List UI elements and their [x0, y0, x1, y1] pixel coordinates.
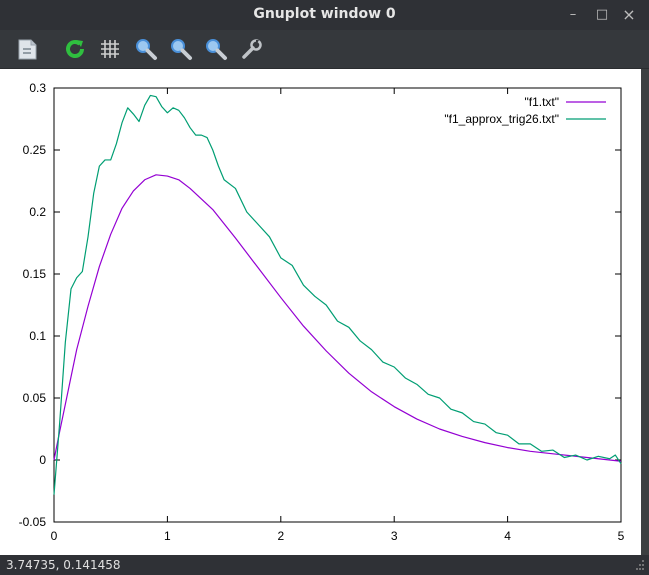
y-tick-label: 0.15	[23, 267, 47, 281]
plot-area[interactable]: 0 1 2 3 4 5 -0.05 0 0.05 0.1 0.15 0.2 0.25 0.3 "f1.txt…	[0, 69, 649, 555]
mouse-coordinates: 3.74735, 0.141458	[6, 558, 121, 572]
maximize-button[interactable]: □	[595, 7, 609, 22]
x-tick-label: 2	[277, 529, 284, 543]
settings-button[interactable]	[238, 36, 264, 62]
zoom-previous-button[interactable]	[133, 36, 159, 62]
x-tick-label: 1	[164, 529, 171, 543]
window-edge	[641, 69, 649, 555]
replot-icon	[66, 40, 84, 58]
grid-button[interactable]	[97, 36, 123, 62]
y-tick-label: 0	[39, 453, 46, 467]
y-tick-label: -0.05	[19, 515, 47, 529]
copy-to-clipboard-button[interactable]	[14, 36, 40, 62]
resize-grip-icon[interactable]	[635, 558, 645, 570]
status-bar: 3.74735, 0.141458	[0, 555, 649, 575]
title-bar: Gnuplot window 0 – □ ×	[0, 0, 649, 30]
x-tick-label: 3	[391, 529, 398, 543]
replot-button[interactable]	[62, 36, 88, 62]
autoscale-button[interactable]	[203, 36, 229, 62]
x-tick-label: 4	[504, 529, 511, 543]
zoom-next-icon	[171, 39, 192, 60]
settings-wrench-icon	[242, 39, 262, 59]
grid-icon	[101, 40, 119, 58]
legend-label-1: "f1.txt"	[524, 95, 559, 109]
minimize-button[interactable]: –	[569, 7, 577, 22]
series-line-1[interactable]	[53, 174, 622, 462]
legend-label-2: "f1_approx_trig26.txt"	[444, 112, 559, 126]
y-tick-label: 0.2	[29, 205, 46, 219]
y-tick-label: 0.05	[23, 391, 47, 405]
close-button[interactable]: ×	[622, 5, 636, 24]
series-line-2[interactable]	[53, 94, 622, 495]
y-tick-label: 0.3	[29, 81, 46, 95]
y-tick-label: 0.25	[23, 143, 47, 157]
x-tick-label: 0	[51, 529, 58, 543]
copy-to-clipboard-icon	[18, 39, 37, 60]
y-tick-label: 0.1	[29, 329, 46, 343]
zoom-next-button[interactable]	[168, 36, 194, 62]
plot-border	[53, 87, 622, 523]
autoscale-icon	[206, 39, 227, 60]
x-tick-label: 5	[618, 529, 625, 543]
zoom-previous-icon	[136, 39, 157, 60]
toolbar	[0, 30, 649, 69]
chart[interactable]: 0 1 2 3 4 5 -0.05 0 0.05 0.1 0.15 0.2 0.25 0.3 "f1.txt…	[0, 69, 641, 555]
window-title: Gnuplot window 0	[253, 6, 396, 22]
